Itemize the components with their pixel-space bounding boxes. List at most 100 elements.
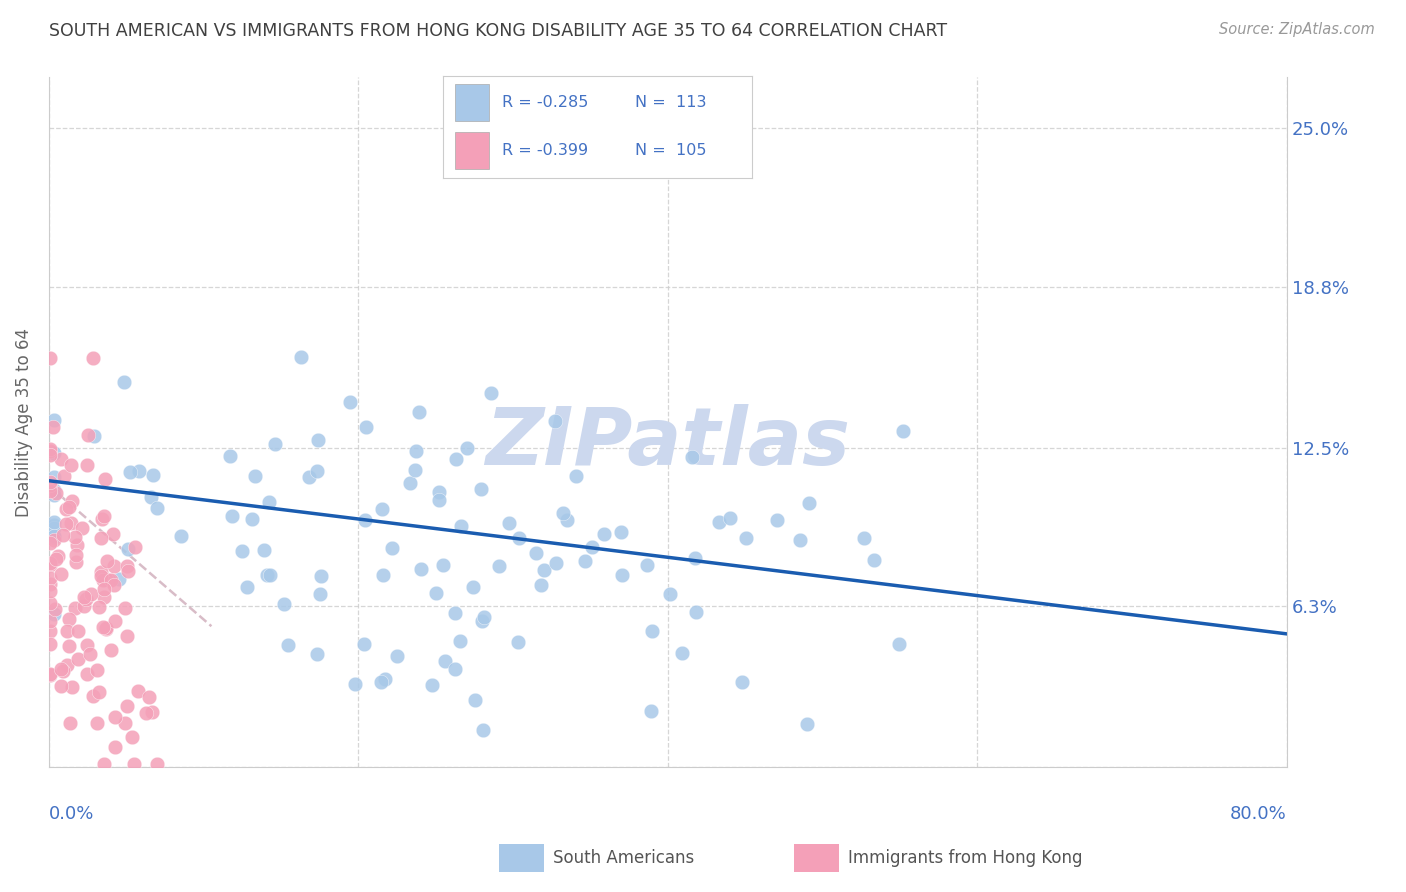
Point bbox=[42, 529, 65, 543]
Point bbox=[425, 586, 447, 600]
Point bbox=[565, 469, 588, 483]
Point bbox=[83, 429, 105, 443]
Point bbox=[118, 466, 141, 480]
Text: R = -0.285: R = -0.285 bbox=[502, 95, 588, 110]
Point bbox=[38, 584, 60, 599]
Point bbox=[456, 441, 478, 455]
Point bbox=[76, 458, 98, 472]
Point bbox=[135, 706, 157, 720]
Point bbox=[593, 526, 616, 541]
Point bbox=[73, 599, 96, 614]
Point bbox=[339, 395, 361, 409]
Point bbox=[544, 556, 567, 570]
Point bbox=[38, 442, 60, 457]
Point bbox=[735, 531, 758, 545]
Point bbox=[405, 444, 427, 458]
Point bbox=[221, 509, 243, 524]
Point bbox=[55, 516, 77, 531]
Point bbox=[62, 680, 84, 694]
Point bbox=[765, 513, 787, 527]
Point bbox=[38, 576, 60, 591]
Point bbox=[80, 587, 103, 601]
Point bbox=[609, 525, 631, 540]
Point bbox=[610, 568, 633, 582]
FancyBboxPatch shape bbox=[456, 132, 489, 169]
Point bbox=[411, 562, 433, 576]
Point bbox=[103, 578, 125, 592]
Point bbox=[89, 599, 111, 614]
Point bbox=[42, 483, 65, 497]
Point bbox=[121, 730, 143, 744]
Point bbox=[82, 351, 104, 366]
Point bbox=[65, 600, 87, 615]
Point bbox=[122, 757, 145, 772]
Point bbox=[408, 405, 430, 419]
Point bbox=[259, 568, 281, 582]
Point bbox=[298, 469, 321, 483]
Point bbox=[470, 482, 492, 496]
Point bbox=[308, 587, 330, 601]
Point bbox=[146, 757, 169, 772]
Point bbox=[464, 692, 486, 706]
Point bbox=[498, 516, 520, 531]
Point bbox=[443, 662, 465, 676]
Point bbox=[128, 464, 150, 478]
Point bbox=[38, 484, 60, 499]
Point bbox=[259, 495, 281, 509]
Text: Source: ZipAtlas.com: Source: ZipAtlas.com bbox=[1219, 22, 1375, 37]
Point bbox=[658, 587, 681, 601]
Point bbox=[91, 574, 114, 588]
Point bbox=[138, 690, 160, 704]
Point bbox=[235, 580, 257, 594]
Point bbox=[681, 450, 703, 464]
Point bbox=[891, 424, 914, 438]
Point bbox=[91, 512, 114, 526]
Point bbox=[524, 546, 547, 560]
Point bbox=[427, 485, 450, 500]
Point bbox=[59, 458, 82, 472]
Point bbox=[353, 637, 375, 651]
Point bbox=[108, 572, 131, 586]
Point bbox=[117, 564, 139, 578]
Point bbox=[112, 375, 135, 389]
Point bbox=[381, 541, 404, 556]
Point bbox=[63, 529, 86, 543]
Point bbox=[114, 600, 136, 615]
Point bbox=[38, 477, 60, 491]
Point bbox=[93, 620, 115, 634]
Point bbox=[93, 509, 115, 524]
Point bbox=[101, 526, 124, 541]
Point bbox=[683, 550, 706, 565]
Point bbox=[42, 446, 65, 460]
Point bbox=[242, 512, 264, 526]
Point bbox=[67, 651, 90, 665]
Point bbox=[60, 494, 83, 508]
Point bbox=[96, 554, 118, 568]
Point bbox=[581, 540, 603, 554]
Point bbox=[38, 475, 60, 490]
Point bbox=[38, 536, 60, 550]
Point bbox=[90, 565, 112, 579]
Point bbox=[434, 654, 457, 668]
Point bbox=[117, 542, 139, 557]
Point bbox=[42, 531, 65, 545]
Point bbox=[641, 624, 664, 639]
Point bbox=[449, 634, 471, 648]
Point bbox=[356, 420, 378, 434]
Point bbox=[104, 710, 127, 724]
Point bbox=[77, 427, 100, 442]
Point bbox=[488, 559, 510, 574]
Point bbox=[114, 716, 136, 731]
Point bbox=[307, 465, 329, 479]
Point bbox=[385, 649, 408, 664]
Point bbox=[887, 636, 910, 650]
Point bbox=[79, 647, 101, 661]
Point bbox=[245, 469, 267, 483]
Point bbox=[38, 443, 60, 458]
Point bbox=[58, 639, 80, 653]
Point bbox=[66, 538, 89, 552]
Point bbox=[49, 679, 72, 693]
Point bbox=[90, 569, 112, 583]
Point bbox=[100, 573, 122, 587]
Point bbox=[685, 605, 707, 619]
